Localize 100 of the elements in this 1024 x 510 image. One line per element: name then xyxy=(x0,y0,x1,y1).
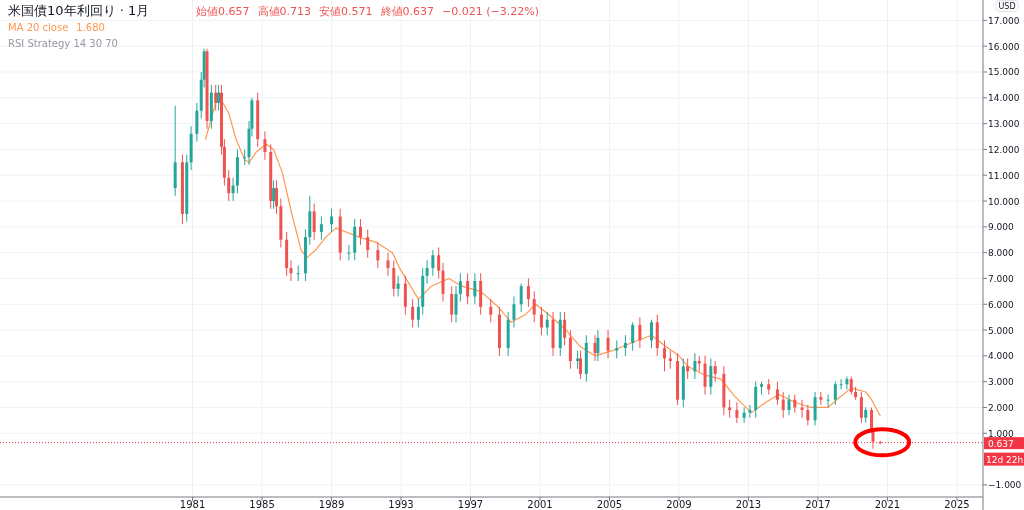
candlestick xyxy=(416,298,420,328)
candlestick xyxy=(358,218,362,246)
x-tick-label: 1993 xyxy=(388,499,414,510)
x-tick-label: 2025 xyxy=(944,499,970,510)
candlestick xyxy=(623,334,627,357)
y-tick-label: 12.000 xyxy=(988,144,1020,155)
candlestick xyxy=(703,355,707,396)
candlestick xyxy=(693,352,697,380)
candlestick xyxy=(195,102,199,143)
y-tick-label: 9.000 xyxy=(988,222,1015,233)
candlestick xyxy=(631,321,635,352)
candlestick xyxy=(386,252,390,277)
candlestick xyxy=(263,130,267,161)
y-tick-label: 8.000 xyxy=(988,248,1015,259)
x-tick-label: 1989 xyxy=(318,499,345,510)
candlestick xyxy=(458,272,462,303)
x-tick-label: 2009 xyxy=(666,499,692,510)
candlestick xyxy=(742,406,746,424)
annotation: 終値0.637 xyxy=(379,5,434,18)
chart-title: 米国債10年利回り · 1月 xyxy=(8,3,150,18)
x-tick-label: 2005 xyxy=(596,499,623,510)
candlestick xyxy=(466,272,470,305)
candlestick xyxy=(396,275,400,297)
y-tick-label: −1.000 xyxy=(988,480,1022,491)
annotation: 高値0.713 xyxy=(257,5,311,18)
annotation: 始値0.657 xyxy=(196,5,250,18)
candlestick xyxy=(437,246,441,279)
x-tick-label: 2017 xyxy=(805,499,831,510)
candlestick xyxy=(859,391,863,424)
candlestick xyxy=(425,259,429,285)
candlestick xyxy=(819,391,823,406)
candlestick xyxy=(539,306,543,336)
candlestick xyxy=(713,360,717,383)
y-tick-label: 7.000 xyxy=(988,273,1015,284)
candlestick xyxy=(754,381,758,419)
y-tick-label: 1.000 xyxy=(988,428,1015,439)
candlestick xyxy=(526,277,530,308)
y-axis-title: USD xyxy=(998,2,1016,11)
candlestick xyxy=(845,375,849,390)
candlestick xyxy=(312,203,316,241)
candlestick xyxy=(781,391,785,419)
candlestick xyxy=(441,262,445,303)
x-tick-label: 1997 xyxy=(457,499,484,510)
annotation: 1.680 xyxy=(76,22,105,33)
candlestick xyxy=(839,378,843,390)
candlestick xyxy=(793,394,797,414)
candlestick xyxy=(800,399,804,419)
candlestick xyxy=(849,375,853,396)
candlestick xyxy=(411,298,415,328)
annotation: RSI Strategy 14 30 70 xyxy=(8,38,118,49)
y-tick-label: 2.000 xyxy=(988,402,1015,413)
candlestick xyxy=(275,179,279,215)
candlestick xyxy=(709,357,713,396)
x-tick-label: 2001 xyxy=(527,499,553,510)
y-tick-label: 10.000 xyxy=(988,196,1020,207)
candlestick xyxy=(289,259,293,282)
candlestick xyxy=(615,339,619,359)
y-tick-label: 5.000 xyxy=(988,325,1015,336)
candlestick xyxy=(473,272,477,305)
candlestick xyxy=(431,249,435,277)
x-tick-label: 2021 xyxy=(874,499,901,510)
candlestick xyxy=(748,404,752,419)
candlestick xyxy=(489,298,493,323)
x-tick-label: 1981 xyxy=(179,499,206,510)
candlestick xyxy=(775,381,779,406)
candlestick xyxy=(826,394,830,408)
candlestick xyxy=(454,285,458,323)
candlestick xyxy=(606,329,610,359)
candlestick xyxy=(787,394,791,416)
candlestick xyxy=(813,391,817,427)
candlestick xyxy=(649,319,653,349)
candlestick xyxy=(403,275,407,316)
text: 12d 22h xyxy=(986,454,1024,465)
candlestick xyxy=(596,329,600,362)
candlestick xyxy=(806,404,810,427)
candlestick xyxy=(663,339,666,372)
candlestick xyxy=(545,311,549,336)
y-tick-label: 3.000 xyxy=(988,377,1015,388)
y-tick-label: 14.000 xyxy=(988,93,1020,104)
y-tick-label: 15.000 xyxy=(988,67,1020,78)
text: MA 20 close xyxy=(8,22,69,33)
candlestick xyxy=(227,169,231,202)
candlestick xyxy=(576,350,580,370)
candlestick xyxy=(735,401,739,424)
candlestick xyxy=(512,296,516,328)
candlestick xyxy=(568,329,572,370)
candlestick xyxy=(668,350,672,370)
candlestick xyxy=(366,228,370,259)
annotation: 安値0.571 xyxy=(319,5,373,18)
candlestick xyxy=(686,357,690,380)
candlestick xyxy=(243,148,247,166)
y-tick-label: 17.000 xyxy=(988,15,1020,26)
y-tick-label: 4.000 xyxy=(988,351,1015,362)
annotation: −0.021 (−3.22%) xyxy=(442,5,539,18)
y-tick-label: 11.000 xyxy=(988,170,1020,181)
candlestick xyxy=(450,285,454,323)
y-tick-label: 13.000 xyxy=(988,119,1020,130)
candlestick xyxy=(330,208,334,233)
x-tick-label: 2013 xyxy=(735,499,762,510)
candlestick xyxy=(563,311,567,347)
